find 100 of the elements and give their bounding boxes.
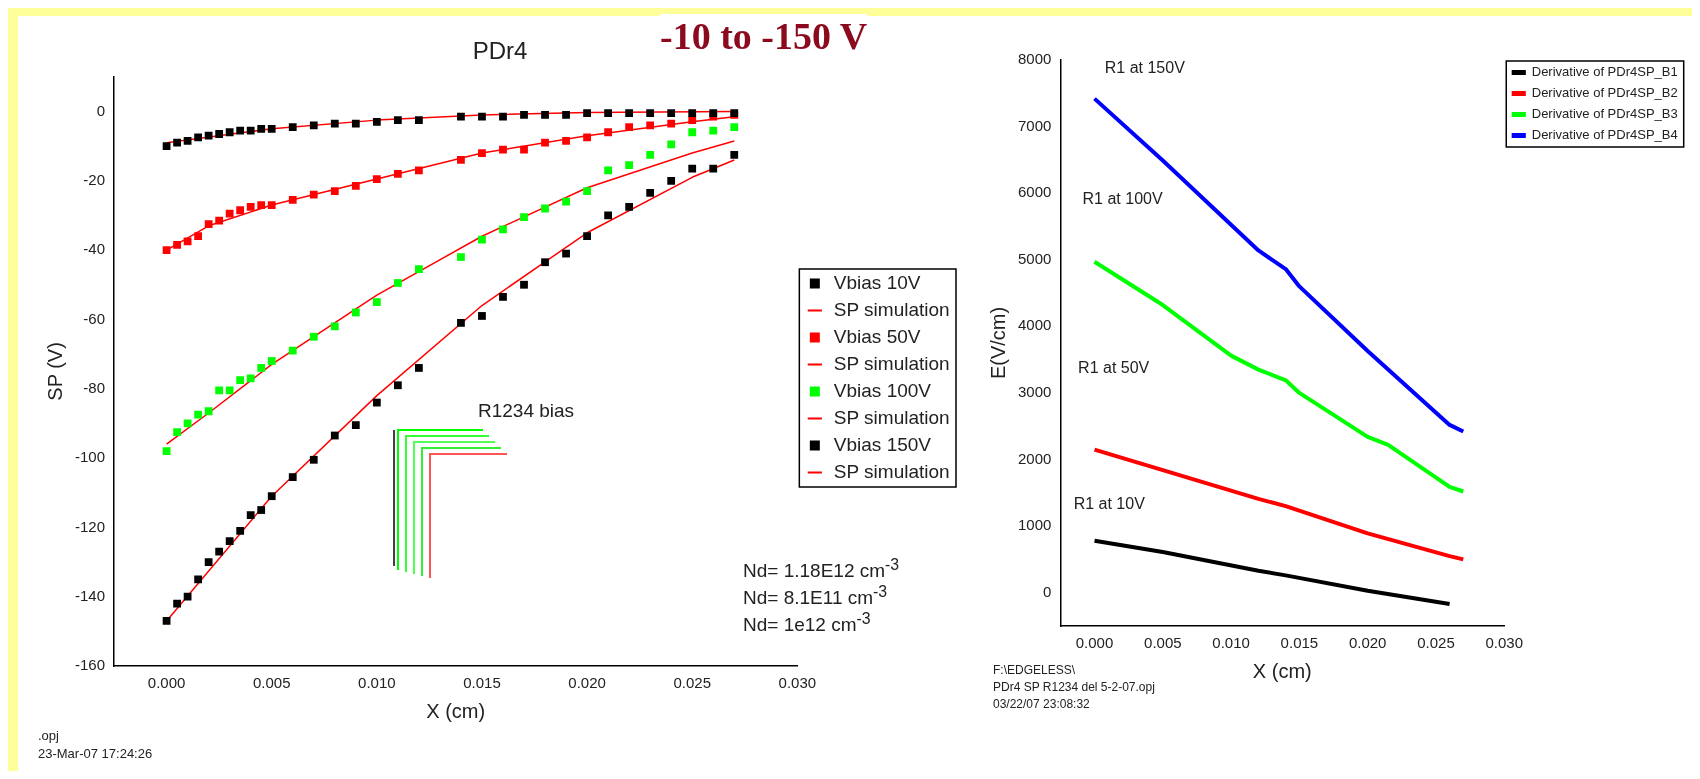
y-tick-label: 3000 (1017, 383, 1052, 401)
legend-label: Vbias 10V (833, 271, 921, 293)
point (330, 187, 339, 196)
point (194, 232, 203, 241)
point (372, 398, 381, 407)
point (625, 202, 634, 211)
point (246, 374, 255, 383)
x-tick-label: 0.005 (1144, 634, 1182, 652)
point (625, 161, 634, 170)
point (288, 123, 297, 131)
point (309, 455, 318, 464)
point (730, 150, 739, 159)
point (309, 190, 318, 199)
point (351, 421, 360, 430)
point (225, 386, 234, 395)
x-tick-label: 0.025 (673, 674, 711, 692)
point (194, 410, 203, 419)
point (183, 137, 192, 145)
point (257, 364, 266, 372)
point (173, 428, 181, 436)
y-tick-label: 0 (96, 101, 106, 119)
text: PDr4 SP R1234 del 5-2-07.opj (993, 680, 1155, 694)
x-tick-label: 0.000 (1075, 634, 1114, 652)
y-tick-label: 5000 (1017, 249, 1052, 267)
point (162, 142, 171, 151)
x-tick-label: 0.025 (1417, 634, 1455, 652)
y-tick-label: -120 (74, 517, 106, 535)
point (204, 558, 213, 566)
point (667, 109, 676, 118)
legend-label: SP simulation (833, 298, 950, 320)
point (351, 182, 360, 190)
point (520, 145, 528, 154)
point (309, 332, 318, 341)
point (246, 202, 255, 211)
text: F:\EDGELESS\ (993, 663, 1076, 677)
annotation: R1 at 100V (1082, 189, 1163, 207)
point (562, 111, 570, 119)
point (309, 121, 318, 130)
point (667, 140, 676, 149)
point (257, 201, 266, 209)
point (215, 130, 224, 138)
point (541, 111, 549, 119)
y-tick-label: 1000 (1017, 516, 1052, 534)
y-tick-label: 0 (1043, 582, 1052, 600)
x-tick-label: 0.010 (358, 674, 396, 692)
point (225, 128, 234, 137)
point (604, 109, 612, 118)
point (173, 241, 181, 249)
point (457, 112, 465, 121)
point (372, 117, 381, 126)
point (372, 298, 381, 306)
point (415, 364, 423, 372)
point (215, 216, 224, 225)
chart-subtitle: -10 to -150 V (660, 14, 868, 58)
point (709, 126, 718, 135)
point (625, 109, 634, 118)
point (236, 126, 245, 135)
point (288, 346, 297, 355)
x-tick-label: 0.005 (252, 674, 291, 692)
x-axis-title: X (cm) (1252, 659, 1312, 682)
legend-label: Derivative of PDr4SP_B2 (1531, 85, 1678, 101)
point (583, 109, 591, 118)
point (646, 121, 655, 130)
point (257, 506, 266, 514)
legend-label: SP simulation (833, 460, 950, 482)
point (330, 431, 339, 440)
point (330, 322, 339, 331)
annotation: R1 at 10V (1073, 495, 1146, 513)
text: 23-Mar-07 17:24:26 (38, 746, 153, 761)
point (415, 166, 423, 175)
point (372, 175, 381, 183)
point (215, 547, 224, 556)
point (225, 209, 234, 218)
point (478, 312, 486, 320)
chart-title: PDr4 (472, 37, 528, 65)
point (562, 249, 570, 258)
y-tick-label: -140 (74, 586, 106, 604)
annotation: R1 at 150V (1104, 59, 1186, 77)
point (415, 265, 423, 274)
y-axis-title: SP (V) (43, 342, 66, 401)
point (351, 308, 360, 317)
x-tick-label: 0.015 (1280, 634, 1319, 652)
point (499, 145, 507, 154)
point (478, 235, 486, 244)
point (267, 201, 276, 209)
point (236, 376, 245, 384)
point (194, 133, 203, 142)
point (173, 138, 181, 147)
point (520, 213, 528, 222)
point (457, 156, 465, 164)
point (541, 138, 549, 147)
point (236, 206, 245, 215)
point (583, 133, 591, 142)
point (415, 116, 423, 125)
point (499, 292, 507, 301)
point (267, 124, 276, 133)
x-axis-title: X (cm) (426, 699, 486, 722)
y-tick-label: -60 (83, 309, 106, 327)
point (604, 128, 612, 137)
point (246, 126, 255, 135)
